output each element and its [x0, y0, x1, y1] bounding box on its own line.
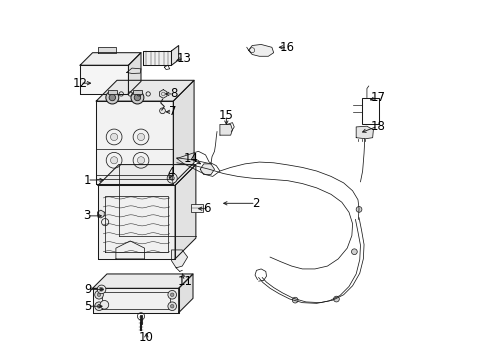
Polygon shape — [98, 47, 116, 53]
Polygon shape — [128, 53, 141, 94]
Polygon shape — [356, 126, 373, 139]
Circle shape — [106, 91, 119, 104]
Text: 8: 8 — [171, 87, 178, 100]
Circle shape — [134, 94, 141, 101]
Polygon shape — [200, 164, 215, 175]
Text: 10: 10 — [139, 331, 154, 344]
Circle shape — [95, 302, 103, 311]
Polygon shape — [248, 44, 274, 56]
Circle shape — [100, 288, 103, 291]
Text: 3: 3 — [83, 210, 91, 222]
Polygon shape — [98, 165, 196, 185]
Text: 9: 9 — [85, 283, 92, 296]
Text: 15: 15 — [219, 109, 234, 122]
Polygon shape — [98, 210, 104, 218]
Text: 5: 5 — [84, 300, 92, 313]
Polygon shape — [160, 90, 167, 98]
Polygon shape — [96, 80, 194, 101]
Bar — [108, 90, 117, 94]
Circle shape — [111, 157, 118, 164]
Polygon shape — [80, 53, 141, 65]
Text: 14: 14 — [184, 152, 199, 165]
Circle shape — [356, 207, 362, 212]
Circle shape — [167, 173, 177, 183]
Circle shape — [168, 291, 176, 299]
Text: 16: 16 — [280, 41, 295, 54]
Text: 18: 18 — [370, 120, 385, 133]
Polygon shape — [98, 185, 175, 259]
Circle shape — [334, 296, 339, 302]
Polygon shape — [173, 80, 194, 184]
Polygon shape — [93, 288, 179, 313]
Circle shape — [171, 293, 174, 297]
Circle shape — [351, 249, 357, 255]
Polygon shape — [179, 274, 193, 313]
Bar — [362, 98, 379, 125]
Circle shape — [168, 302, 176, 311]
Text: 4: 4 — [168, 166, 175, 179]
Circle shape — [95, 291, 103, 299]
Circle shape — [97, 285, 106, 294]
Polygon shape — [172, 250, 188, 268]
Polygon shape — [220, 125, 232, 135]
Polygon shape — [172, 45, 179, 65]
Text: 7: 7 — [169, 105, 176, 118]
Text: 11: 11 — [177, 275, 192, 288]
Text: 13: 13 — [176, 51, 192, 64]
Text: 12: 12 — [73, 77, 88, 90]
Polygon shape — [175, 165, 196, 259]
Text: 2: 2 — [252, 197, 260, 210]
Text: 17: 17 — [370, 91, 385, 104]
Circle shape — [97, 293, 101, 297]
Circle shape — [111, 134, 118, 140]
Text: 6: 6 — [204, 202, 211, 215]
Bar — [133, 90, 142, 94]
Circle shape — [293, 297, 298, 303]
Circle shape — [97, 305, 101, 308]
Polygon shape — [93, 274, 193, 288]
Circle shape — [100, 301, 109, 309]
Polygon shape — [143, 51, 172, 65]
Circle shape — [171, 305, 174, 308]
Circle shape — [160, 108, 166, 114]
Circle shape — [170, 176, 174, 180]
Polygon shape — [96, 101, 173, 184]
Circle shape — [137, 134, 145, 140]
Text: 1: 1 — [83, 174, 91, 186]
Bar — [191, 204, 203, 212]
Circle shape — [131, 91, 144, 104]
Circle shape — [109, 94, 116, 101]
Polygon shape — [80, 65, 128, 94]
Circle shape — [137, 157, 145, 164]
